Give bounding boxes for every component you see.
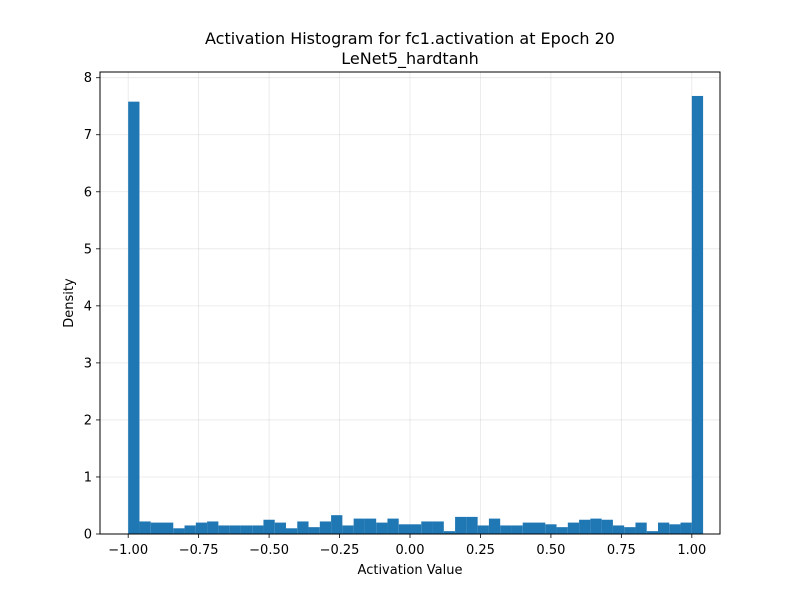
histogram-bar xyxy=(150,522,162,534)
histogram-bar xyxy=(162,522,174,534)
histogram-bar xyxy=(545,524,557,534)
histogram-bar xyxy=(612,525,625,534)
x-tick-label: 1.00 xyxy=(677,543,706,558)
histogram-bar xyxy=(579,519,591,534)
y-tick-label: 3 xyxy=(84,356,92,371)
histogram-bar xyxy=(353,518,365,534)
x-tick-label: 0.00 xyxy=(396,543,425,558)
histogram-bar xyxy=(522,522,534,534)
y-tick-label: 7 xyxy=(84,128,92,143)
y-tick-label: 2 xyxy=(84,413,92,428)
histogram-bar xyxy=(466,516,478,534)
histogram-bar xyxy=(658,522,670,534)
histogram-bar xyxy=(331,515,343,534)
x-axis-label: Activation Value xyxy=(358,563,463,578)
histogram-bar xyxy=(590,518,602,534)
histogram-bar xyxy=(297,521,309,534)
histogram-bar xyxy=(263,519,275,534)
x-tick-label: −0.75 xyxy=(179,543,219,558)
histogram-bar xyxy=(680,522,692,534)
histogram-bar xyxy=(218,525,230,534)
histogram-bar xyxy=(376,522,388,534)
histogram-bar xyxy=(286,528,298,534)
histogram-bar xyxy=(207,521,219,534)
histogram-bar xyxy=(421,521,433,534)
histogram-bar xyxy=(691,95,704,534)
histogram-bar xyxy=(443,531,456,534)
histogram-bar xyxy=(567,522,580,534)
histogram-bar xyxy=(500,525,512,534)
histogram-bar xyxy=(229,525,241,534)
histogram-bar xyxy=(274,522,286,534)
histogram-bar xyxy=(669,524,681,534)
histogram-bar xyxy=(410,524,422,534)
x-tick-label: 0.75 xyxy=(607,543,636,558)
x-tick-label: −0.25 xyxy=(320,543,360,558)
x-axis-ticks: −1.00 −0.75 −0.50 −0.25 0.00 0.25 0.50 0.75 1.00 xyxy=(108,534,706,558)
x-tick-label: −1.00 xyxy=(108,543,148,558)
histogram-bar xyxy=(455,516,467,534)
histogram-bar xyxy=(139,521,151,534)
histogram-bar xyxy=(195,522,208,534)
y-tick-label: 4 xyxy=(84,299,92,314)
histogram-bar xyxy=(240,525,253,534)
chart-subtitle: LeNet5_hardtanh xyxy=(341,49,479,69)
grid-lines xyxy=(100,72,720,535)
histogram-bar xyxy=(624,527,636,534)
y-axis-label: Density xyxy=(62,278,77,328)
histogram-bar xyxy=(184,525,196,534)
histogram-bar xyxy=(173,528,185,534)
histogram-bar xyxy=(398,524,410,534)
histogram-bar xyxy=(252,525,264,534)
y-tick-label: 1 xyxy=(84,470,92,485)
histogram-bar xyxy=(511,525,523,534)
histogram-bar xyxy=(635,522,647,534)
histogram-bar xyxy=(364,518,377,534)
histogram-bar xyxy=(601,519,613,534)
histogram-bars xyxy=(128,95,704,535)
histogram-bar xyxy=(477,525,489,534)
histogram-bar xyxy=(308,527,320,534)
y-tick-label: 0 xyxy=(84,528,92,543)
y-tick-label: 6 xyxy=(84,185,92,200)
y-tick-label: 5 xyxy=(84,242,92,257)
histogram-bar xyxy=(556,527,568,534)
histogram-bar xyxy=(342,525,354,534)
histogram-bar xyxy=(488,518,501,534)
histogram-bar xyxy=(387,518,399,534)
y-axis-ticks: 0 1 2 3 4 5 6 7 8 xyxy=(84,71,100,543)
histogram-bar xyxy=(319,521,332,534)
y-tick-label: 8 xyxy=(84,71,92,86)
histogram-bar xyxy=(646,531,658,534)
histogram-bar xyxy=(432,521,444,534)
x-tick-label: 0.25 xyxy=(466,543,495,558)
histogram-bar xyxy=(534,522,546,534)
chart-title: Activation Histogram for fc1.activation … xyxy=(205,29,615,48)
x-tick-label: −0.50 xyxy=(249,543,289,558)
x-tick-label: 0.50 xyxy=(536,543,565,558)
histogram-bar xyxy=(128,101,140,535)
